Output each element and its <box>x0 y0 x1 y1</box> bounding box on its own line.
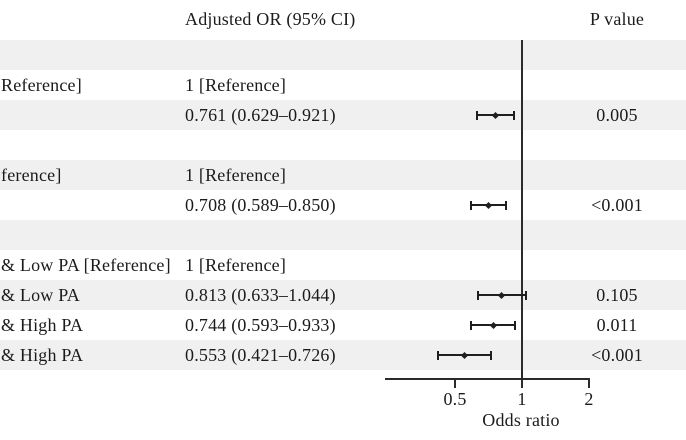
or-ci-value: 0.813 (0.633–1.044) <box>185 285 336 305</box>
table-row: 0.708 (0.589–0.850) <0.001 <box>0 190 686 220</box>
x-axis-label: Odds ratio <box>482 410 560 430</box>
or-ci-value: 0.744 (0.593–0.933) <box>185 315 336 335</box>
table-row <box>0 40 686 70</box>
row-label: Reference] <box>1 75 82 95</box>
row-label: & High PA <box>1 315 84 335</box>
table-row: ference] 1 [Reference] <box>0 160 686 190</box>
p-value: 0.105 <box>596 285 638 305</box>
row-label: ference] <box>1 165 62 185</box>
x-axis-line <box>385 378 590 380</box>
row-label: & Low PA <box>1 285 80 305</box>
table-row <box>0 130 686 160</box>
p-value-column-header: P value <box>589 9 645 29</box>
p-value: <0.001 <box>591 195 643 215</box>
x-axis-tick-label: 1 <box>517 389 527 409</box>
table-row: & Low PA 0.813 (0.633–1.044) 0.105 <box>0 280 686 310</box>
table-row: & High PA 0.553 (0.421–0.726) <0.001 <box>0 340 686 370</box>
p-value: <0.001 <box>591 345 643 365</box>
x-axis-tick <box>588 378 590 388</box>
or-ci-value: 0.761 (0.629–0.921) <box>185 105 336 125</box>
or-ci-value: 0.708 (0.589–0.850) <box>185 195 336 215</box>
table-row: Reference] 1 [Reference] <box>0 70 686 100</box>
p-value: 0.011 <box>596 315 638 335</box>
or-ci-value: 0.553 (0.421–0.726) <box>185 345 336 365</box>
or-ci-value: 1 [Reference] <box>185 255 287 275</box>
adjusted-or-column-header: Adjusted OR (95% CI) <box>185 9 356 29</box>
table-row: & High PA 0.744 (0.593–0.933) 0.011 <box>0 310 686 340</box>
table-row <box>0 220 686 250</box>
table-row: & Low PA [Reference] 1 [Reference] <box>0 250 686 280</box>
or-ci-value: 1 [Reference] <box>185 165 287 185</box>
x-axis-tick <box>454 378 456 388</box>
x-axis-tick-label: 2 <box>584 389 594 409</box>
x-axis-tick <box>521 378 523 388</box>
or-ci-value: 1 [Reference] <box>185 75 287 95</box>
p-value: 0.005 <box>596 105 638 125</box>
table-row: 0.761 (0.629–0.921) 0.005 <box>0 100 686 130</box>
row-label: & Low PA [Reference] <box>1 255 171 275</box>
x-axis-tick-label: 0.5 <box>443 389 467 409</box>
row-label: & High PA <box>1 345 84 365</box>
